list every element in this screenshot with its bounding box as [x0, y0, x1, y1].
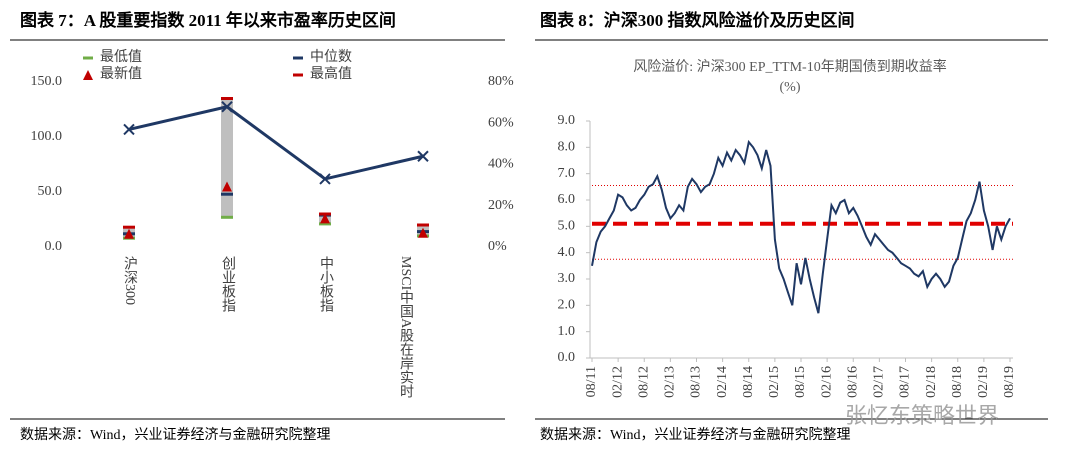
y-tick-label: 0.0 — [45, 239, 63, 254]
x-tick-label: 08/16 — [845, 366, 860, 398]
y-tick-label: 50.0 — [38, 184, 63, 199]
latest-marker — [418, 227, 428, 238]
y2-tick-label: 20% — [488, 198, 514, 213]
latest-marker — [320, 213, 330, 224]
x-tick-label: 02/16 — [819, 366, 834, 398]
range-bar — [221, 98, 233, 218]
x-tick-label: 中小板指 — [318, 256, 333, 312]
y2-tick-label: 0% — [488, 239, 507, 254]
y-tick-label: 5.0 — [558, 219, 576, 234]
x-tick-label: 08/19 — [1002, 366, 1017, 398]
x-tick-label: 02/17 — [872, 366, 887, 398]
latest-marker — [124, 228, 134, 239]
x-tick-label: 08/17 — [898, 366, 913, 398]
chart-title: 图表 7：A 股重要指数 2011 年以来市盈率历史区间 — [20, 10, 396, 30]
watermark: 张忆东策略世界 — [845, 403, 999, 428]
percentile-marker — [417, 150, 429, 162]
legend-label: 最低值 — [100, 49, 142, 65]
percentile-marker — [221, 101, 233, 113]
subtitle: 风险溢价: 沪深300 EP_TTM-10年期国债到期收益率 — [633, 58, 946, 75]
y-tick-label: 1.0 — [558, 324, 576, 339]
x-tick-label: 02/12 — [610, 366, 625, 398]
x-tick-label: 08/12 — [636, 366, 651, 398]
x-tick-label: 08/14 — [741, 366, 756, 398]
y2-tick-label: 40% — [488, 157, 514, 172]
x-tick-label: MSCI中国A股在岸实时 — [398, 256, 413, 399]
y-tick-label: 6.0 — [558, 192, 576, 207]
x-tick-label: 02/13 — [663, 366, 678, 398]
x-tick-label: 08/15 — [793, 366, 808, 398]
y-tick-label: 8.0 — [558, 140, 576, 155]
percentile-marker — [319, 173, 331, 185]
y-tick-label: 100.0 — [31, 129, 63, 144]
y-tick-label: 4.0 — [558, 245, 576, 260]
y-tick-label: 7.0 — [558, 166, 576, 181]
y-tick-label: 0.0 — [558, 350, 576, 365]
legend-label: 中位数 — [310, 49, 352, 65]
x-tick-label: 08/11 — [584, 366, 599, 397]
y2-tick-label: 80% — [488, 74, 514, 89]
y-tick-label: 2.0 — [558, 298, 576, 313]
source: 数据来源：Wind，兴业证券经济与金融研究院整理 — [20, 427, 331, 443]
y-tick-label: 3.0 — [558, 271, 576, 286]
x-tick-label: 02/19 — [976, 366, 991, 398]
chart-title: 图表 8：沪深300 指数风险溢价及历史区间 — [540, 10, 855, 30]
x-tick-label: 沪深300 — [122, 256, 137, 305]
x-tick-label: 02/14 — [715, 366, 730, 398]
y2-tick-label: 60% — [488, 115, 514, 130]
x-tick-label: 02/15 — [767, 366, 782, 398]
y-tick-label: 150.0 — [31, 74, 63, 89]
y-label: (%) — [780, 80, 801, 95]
percentile-marker — [123, 123, 135, 136]
x-tick-label: 08/18 — [950, 366, 965, 398]
x-tick-label: 02/18 — [924, 366, 939, 398]
x-tick-label: 08/13 — [689, 366, 704, 398]
legend-label: 最高值 — [310, 65, 352, 82]
latest-marker — [222, 181, 232, 192]
percentile-line — [128, 105, 424, 181]
x-tick-label: 创业板指 — [220, 256, 235, 312]
y-tick-label: 9.0 — [558, 113, 576, 128]
series-line — [591, 139, 1011, 314]
legend-label: 最新值 — [100, 66, 142, 82]
legend-swatch — [83, 70, 93, 80]
source: 数据来源：Wind，兴业证券经济与金融研究院整理 — [540, 427, 851, 443]
